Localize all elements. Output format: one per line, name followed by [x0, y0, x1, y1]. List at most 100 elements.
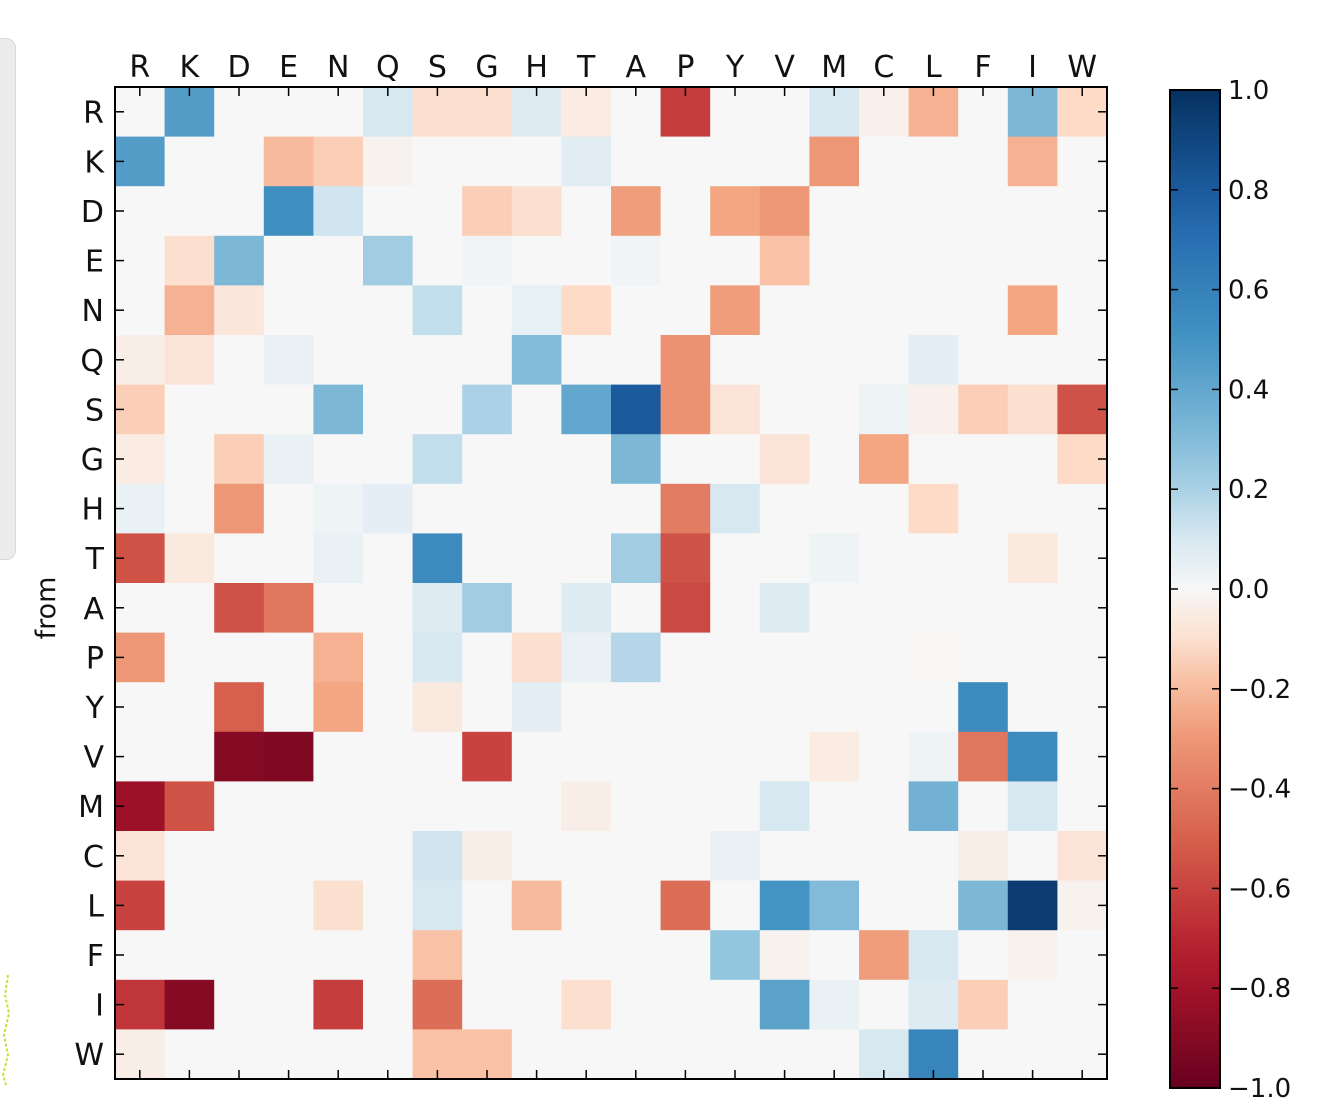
heatmap-cell	[859, 285, 910, 336]
colorbar-tick-label: −1.0	[1228, 1074, 1291, 1098]
heatmap-cell	[412, 533, 463, 584]
y-tick-label: R	[83, 96, 104, 131]
heatmap-cell	[511, 682, 562, 733]
heatmap-cell	[214, 979, 265, 1030]
heatmap-cell	[561, 979, 612, 1030]
heatmap-cell	[462, 483, 513, 534]
x-tick-label: L	[925, 50, 942, 85]
heatmap-cell	[660, 979, 711, 1030]
heatmap-cell	[462, 335, 513, 386]
colorbar-tick-label: −0.6	[1228, 874, 1291, 904]
heatmap-cell	[263, 186, 314, 237]
heatmap-cell	[1007, 235, 1058, 286]
heatmap-cell	[511, 533, 562, 584]
heatmap-cell	[214, 384, 265, 435]
heatmap-cell	[660, 335, 711, 386]
heatmap-cell	[809, 335, 860, 386]
heatmap-cell	[313, 930, 364, 981]
heatmap-cell	[164, 880, 215, 931]
heatmap-cell	[908, 335, 959, 386]
heatmap-cell	[908, 682, 959, 733]
heatmap-cell	[1007, 831, 1058, 882]
heatmap-cell	[710, 384, 761, 435]
heatmap-cell	[611, 434, 662, 485]
heatmap-cell	[859, 384, 910, 435]
heatmap-cell	[809, 483, 860, 534]
heatmap-cell	[511, 434, 562, 485]
heatmap-cell	[759, 682, 810, 733]
heatmap-cell	[611, 682, 662, 733]
heatmap-cell	[214, 533, 265, 584]
heatmap-cell	[958, 335, 1009, 386]
colorbar-tick-label: −0.4	[1228, 775, 1291, 805]
heatmap-cell	[363, 781, 414, 832]
heatmap-cell	[1007, 384, 1058, 435]
heatmap-cell	[462, 235, 513, 286]
heatmap-cell	[660, 682, 711, 733]
heatmap-cell	[511, 930, 562, 981]
heatmap-cell	[1007, 632, 1058, 683]
x-tick-label: F	[974, 50, 991, 85]
heatmap-cell	[313, 632, 364, 683]
heatmap-cell	[759, 335, 810, 386]
heatmap-cell	[611, 533, 662, 584]
heatmap-cell	[263, 632, 314, 683]
heatmap-cell	[363, 483, 414, 534]
heatmap-cell	[1007, 930, 1058, 981]
x-tick-label: K	[180, 50, 201, 85]
heatmap-cell	[859, 235, 910, 286]
x-tick-label: G	[475, 50, 498, 85]
heatmap-cell	[958, 583, 1009, 634]
heatmap-cell	[462, 930, 513, 981]
heatmap-cell	[363, 186, 414, 237]
heatmap-cell	[164, 335, 215, 386]
heatmap-cell	[412, 731, 463, 782]
heatmap-cell	[859, 583, 910, 634]
heatmap-cell	[462, 731, 513, 782]
heatmap-cell	[710, 880, 761, 931]
heatmap-cell	[164, 235, 215, 286]
colorbar-tick-label: 1.0	[1228, 76, 1269, 106]
heatmap-cell	[511, 831, 562, 882]
heatmap-cell	[809, 583, 860, 634]
heatmap-cell	[908, 781, 959, 832]
heatmap-cell	[958, 136, 1009, 187]
x-tick-label: P	[676, 50, 694, 85]
heatmap-cell	[214, 335, 265, 386]
y-tick-label: K	[84, 145, 105, 180]
heatmap-cell	[412, 781, 463, 832]
heatmap-cell	[412, 979, 463, 1030]
heatmap-cell	[660, 136, 711, 187]
heatmap-cell	[759, 434, 810, 485]
heatmap-cell	[710, 335, 761, 386]
heatmap-cell	[710, 186, 761, 237]
heatmap-cell	[809, 235, 860, 286]
heatmap-cell	[859, 731, 910, 782]
heatmap-cell	[958, 930, 1009, 981]
heatmap-cell	[908, 136, 959, 187]
heatmap-cell	[759, 533, 810, 584]
heatmap-cell	[1007, 186, 1058, 237]
y-tick-label: Q	[80, 344, 104, 379]
heatmap-cell	[363, 136, 414, 187]
heatmap-cell	[859, 434, 910, 485]
heatmap-cell	[561, 632, 612, 683]
heatmap-cell	[859, 483, 910, 534]
heatmap-cell	[660, 186, 711, 237]
colorbar	[1169, 89, 1221, 1089]
y-tick-label: E	[85, 245, 104, 280]
heatmap-cell	[412, 434, 463, 485]
heatmap-cell	[462, 186, 513, 237]
heatmap-cell	[511, 781, 562, 832]
heatmap-cell	[263, 136, 314, 187]
heatmap-cell	[759, 583, 810, 634]
heatmap-cell	[462, 136, 513, 187]
heatmap-cell	[859, 979, 910, 1030]
heatmap-cell	[908, 632, 959, 683]
heatmap-cell	[263, 831, 314, 882]
heatmap-cell	[908, 186, 959, 237]
y-tick-label: P	[86, 641, 104, 676]
heatmap-cell	[611, 979, 662, 1030]
heatmap-cell	[908, 731, 959, 782]
y-tick-label: V	[83, 741, 104, 776]
